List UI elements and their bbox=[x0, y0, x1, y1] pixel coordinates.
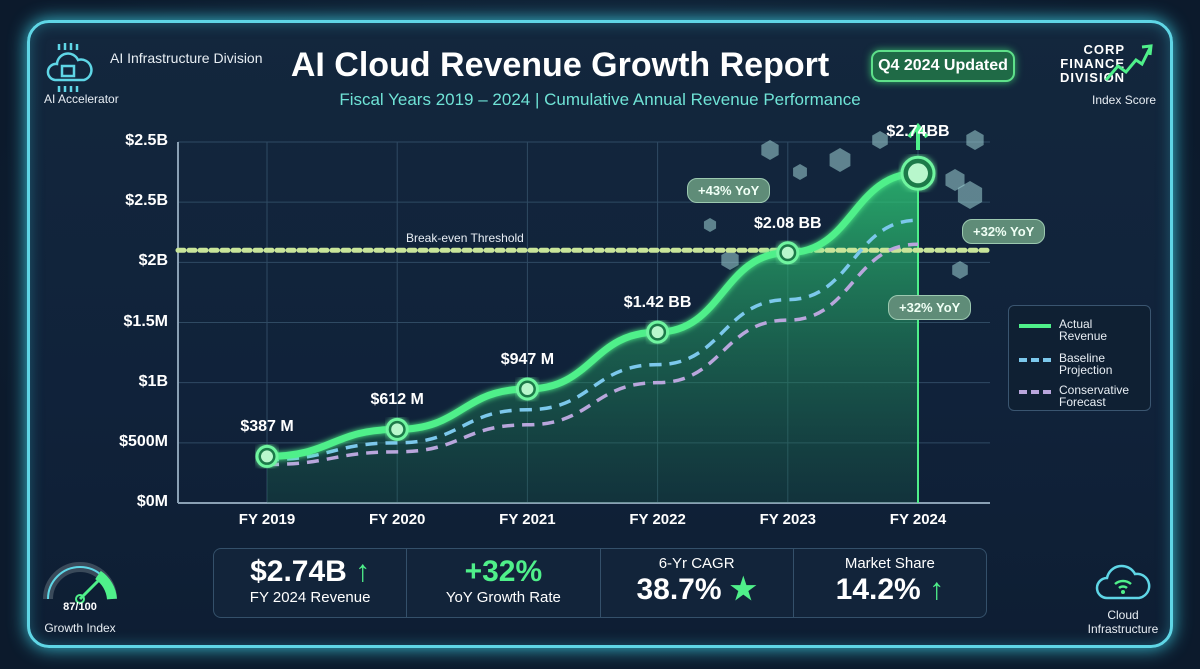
data-point-center bbox=[908, 163, 928, 184]
star-icon: ★ bbox=[729, 573, 757, 606]
network-hexagon bbox=[945, 169, 965, 191]
actual-revenue-area bbox=[267, 173, 918, 503]
stat-revenue: $2.74B ↑ FY 2024 Revenue bbox=[214, 549, 406, 617]
report-frame bbox=[27, 20, 1173, 648]
arrow-up-icon bbox=[907, 122, 929, 150]
network-hexagon bbox=[721, 250, 739, 270]
network-hexagon bbox=[761, 140, 779, 160]
logo-line: FINANCE bbox=[1060, 56, 1126, 71]
updated-badge: Q4 2024 Updated bbox=[871, 50, 1015, 82]
stat-market-share: Market Share 14.2% ↑ bbox=[792, 549, 986, 617]
logo-line: DIVISION bbox=[1060, 70, 1126, 85]
y-tick-label: $2.5B bbox=[125, 192, 168, 210]
data-point-center bbox=[261, 450, 273, 463]
yoy-callout: +43% YoY bbox=[687, 178, 771, 203]
y-tick-label: $0M bbox=[136, 493, 168, 510]
yoy-callout: +32% YoY bbox=[962, 219, 1046, 244]
x-tick-label: FY 2023 bbox=[759, 511, 817, 528]
data-point-center bbox=[651, 326, 664, 339]
data-point-center bbox=[521, 383, 534, 396]
stat-yoy: +32% YoY Growth Rate bbox=[406, 549, 599, 617]
arrow-up-icon: ↑ bbox=[929, 573, 945, 606]
y-tick-label: $1B bbox=[138, 372, 168, 390]
trend-up-icon bbox=[1104, 44, 1153, 81]
legend-label: Actual Revenue bbox=[1059, 317, 1108, 343]
network-hexagon bbox=[957, 181, 983, 209]
data-label: $387 M bbox=[240, 418, 294, 436]
gauge-value: 87/100 bbox=[63, 601, 97, 613]
corp-finance-logo: CORP FINANCE DIVISION bbox=[1060, 43, 1125, 85]
stat-value: 14.2% bbox=[835, 573, 921, 606]
page-subtitle: Fiscal Years 2019 – 2024 | Cumulative An… bbox=[339, 90, 861, 109]
logo-line: CORP bbox=[1083, 42, 1126, 57]
gauge-icon bbox=[43, 562, 117, 604]
conservative-forecast-line bbox=[266, 242, 919, 467]
legend-swatch bbox=[1019, 358, 1051, 362]
page-title: AI Cloud Revenue Growth Report bbox=[290, 46, 830, 84]
baseline-projection-line bbox=[266, 218, 919, 462]
stat-label: FY 2024 Revenue bbox=[249, 589, 371, 606]
y-tick-label: $500M bbox=[119, 432, 168, 450]
network-hexagon bbox=[966, 130, 984, 150]
threshold-label: Break-even Threshold bbox=[406, 231, 524, 245]
data-label: $612 M bbox=[370, 391, 424, 409]
stat-label: 6-Yr CAGR bbox=[658, 555, 735, 572]
network-hexagon bbox=[952, 261, 968, 279]
data-point-center bbox=[391, 423, 404, 436]
legend-item-conservative: Conservative Forecast bbox=[1019, 384, 1139, 408]
y-tick-label: $2.5B bbox=[125, 132, 168, 149]
x-tick-label: FY 2022 bbox=[629, 511, 686, 528]
division-label: AI Infrastructure Division bbox=[110, 50, 263, 66]
stat-value: +32% bbox=[464, 555, 543, 588]
legend-swatch bbox=[1019, 324, 1051, 328]
stat-label: Market Share bbox=[844, 555, 935, 572]
y-tick-label: $1.5M bbox=[123, 312, 168, 330]
x-tick-label: FY 2021 bbox=[499, 511, 556, 528]
stat-value: $2.74B bbox=[250, 555, 347, 588]
network-hexagon bbox=[793, 164, 807, 180]
stat-label: YoY Growth Rate bbox=[445, 589, 561, 606]
chart-legend: Actual Revenue Baseline Projection Conse… bbox=[1008, 305, 1151, 411]
stat-value: 38.7% bbox=[636, 573, 722, 606]
y-tick-label: $2B bbox=[138, 252, 168, 270]
yoy-callout: +32% YoY bbox=[888, 295, 972, 320]
cloud-label-line: Cloud bbox=[1107, 608, 1139, 622]
stat-cagr: 6-Yr CAGR 38.7% ★ bbox=[599, 549, 793, 617]
cloud-label-line: Infrastructure bbox=[1087, 622, 1159, 636]
index-score-caption: Index Score bbox=[1092, 93, 1157, 107]
data-label: $2.08 BB bbox=[754, 214, 822, 232]
gauge-label: Growth Index bbox=[44, 621, 116, 635]
legend-item-baseline: Baseline Projection bbox=[1019, 352, 1129, 376]
legend-swatch bbox=[1019, 390, 1051, 394]
cloud-wifi-icon bbox=[1095, 564, 1151, 600]
x-tick-label: FY 2019 bbox=[238, 511, 296, 528]
network-hexagon bbox=[872, 131, 888, 149]
network-hexagon bbox=[703, 218, 717, 232]
data-label: $1.42 BB bbox=[623, 294, 692, 312]
legend-item-actual: Actual Revenue bbox=[1019, 318, 1129, 342]
x-tick-label: FY 2024 bbox=[889, 511, 947, 528]
legend-label: Baseline Projection bbox=[1059, 351, 1113, 377]
accelerator-caption: AI Accelerator bbox=[44, 92, 119, 106]
data-label: $2.74BB bbox=[886, 123, 950, 141]
x-tick-label: FY 2020 bbox=[368, 511, 426, 528]
data-point-center bbox=[781, 246, 794, 259]
stats-panel: $2.74B ↑ FY 2024 Revenue +32% YoY Growth… bbox=[213, 548, 987, 618]
cloud-label: Cloud Infrastructure bbox=[1073, 608, 1173, 636]
data-label: $947 M bbox=[500, 351, 555, 369]
arrow-up-icon: ↑ bbox=[355, 555, 371, 588]
legend-label: Conservative Forecast bbox=[1059, 383, 1130, 409]
cloud-chip-icon bbox=[46, 43, 93, 92]
network-hexagon bbox=[829, 148, 851, 172]
